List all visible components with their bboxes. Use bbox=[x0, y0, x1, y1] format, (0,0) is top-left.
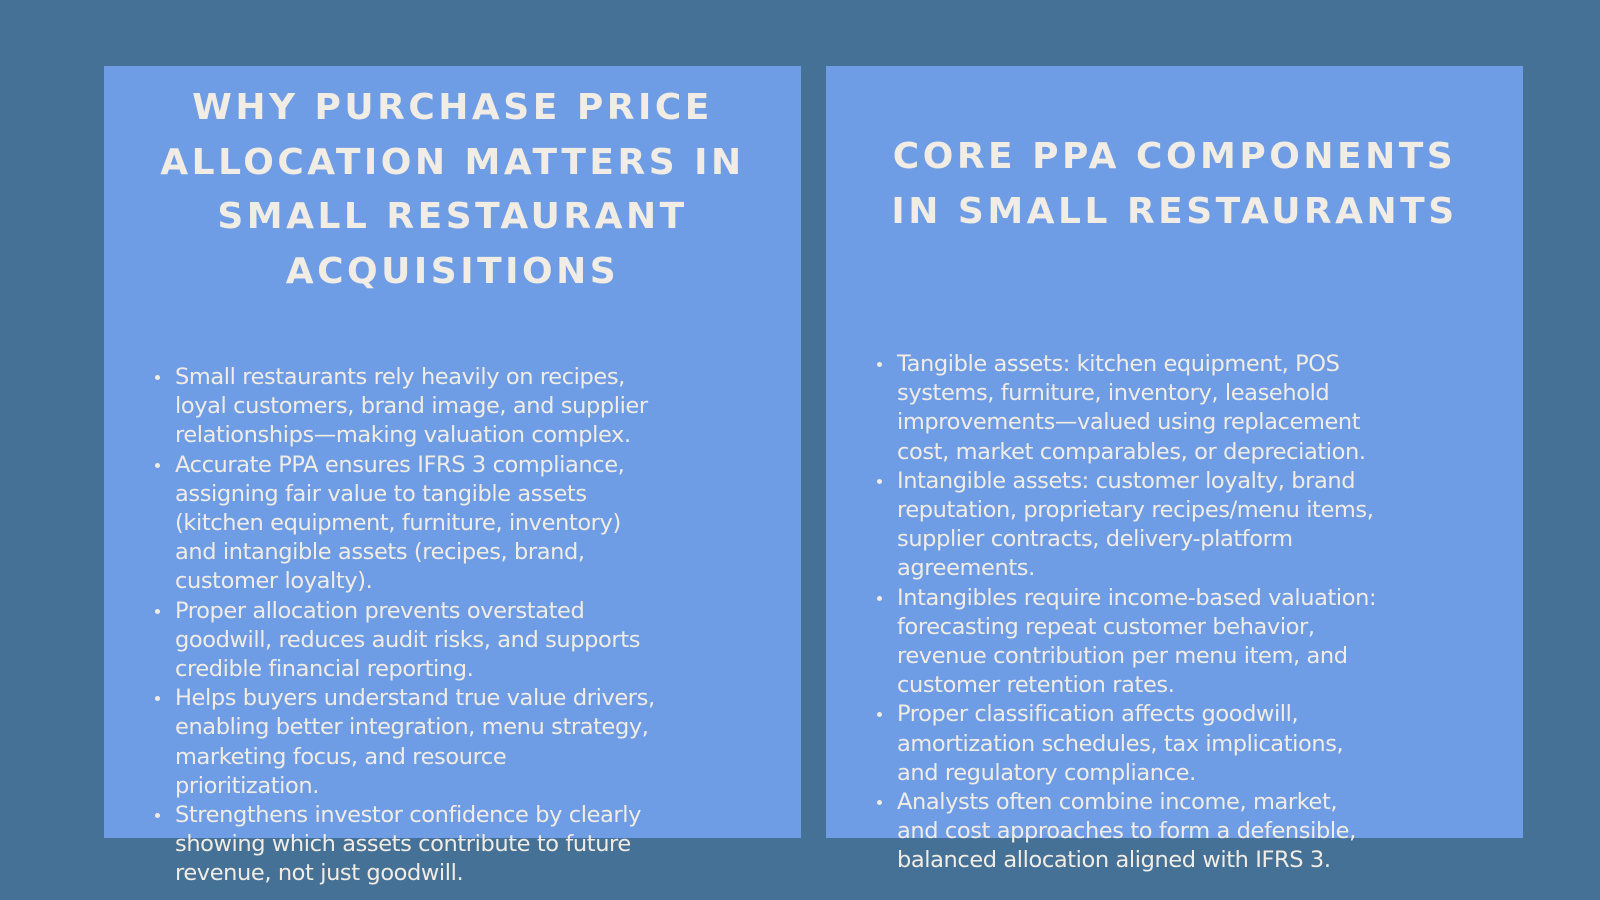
right-panel: CORE PPA COMPONENTS IN SMALL RESTAURANTS… bbox=[826, 66, 1523, 873]
bullet-line: Small restaurants rely heavily on recipe… bbox=[175, 364, 625, 390]
bullet-line: and cost approaches to form a defensible… bbox=[897, 818, 1356, 845]
left-panel-title: WHY PURCHASE PRICE ALLOCATION MATTERS IN… bbox=[114, 81, 791, 299]
bullet-dot-icon bbox=[877, 478, 882, 484]
bullet-dot-icon bbox=[877, 800, 882, 806]
bullet-dot-icon bbox=[877, 362, 882, 367]
bullet-line: balanced allocation aligned with IFRS 3. bbox=[897, 847, 1331, 874]
bullet-dot-icon bbox=[155, 813, 160, 819]
bullet-line: Intangible assets: customer loyalty, bra… bbox=[897, 467, 1356, 494]
bullet-line: systems, furniture, inventory, leasehold bbox=[897, 380, 1330, 407]
bullet-dot-icon bbox=[877, 712, 882, 718]
bullet-line: forecasting repeat customer behavior, bbox=[897, 613, 1315, 640]
bullet-line: Intangibles require income-based valuati… bbox=[897, 584, 1377, 611]
bullet-line: and regulatory compliance. bbox=[897, 759, 1196, 786]
title-line: SMALL RESTAURANT bbox=[217, 196, 688, 237]
bullet-line: Proper classification affects goodwill, bbox=[897, 701, 1299, 728]
bullet-line: reputation, proprietary recipes/menu ite… bbox=[897, 497, 1374, 524]
bullet-line: prioritization. bbox=[175, 772, 319, 799]
title-line: ALLOCATION MATTERS IN bbox=[160, 141, 745, 183]
bullet-line: Strengthens investor confidence by clear… bbox=[175, 802, 642, 829]
bullet-line: customer retention rates. bbox=[897, 672, 1175, 699]
bullet-line: Proper allocation prevents overstated bbox=[175, 597, 585, 624]
title-line: WHY PURCHASE PRICE bbox=[192, 87, 713, 128]
bullet-line: Helps buyers understand true value drive… bbox=[175, 685, 655, 712]
bullet-line: Analysts often combine income, market, bbox=[897, 789, 1338, 816]
bullet-line: loyal customers, brand image, and suppli… bbox=[175, 393, 648, 420]
right-panel-title: CORE PPA COMPONENTS IN SMALL RESTAURANTS bbox=[836, 130, 1513, 239]
bullet-item: Small restaurants rely heavily on recipe… bbox=[154, 363, 784, 451]
left-panel: WHY PURCHASE PRICE ALLOCATION MATTERS IN… bbox=[104, 66, 801, 886]
bullet-dot-icon bbox=[155, 696, 160, 702]
bullet-line: revenue contribution per menu item, and bbox=[897, 643, 1348, 670]
bullet-line: improvements—valued using replacement bbox=[897, 409, 1361, 436]
title-line: ACQUISITIONS bbox=[285, 250, 620, 292]
bullet-line: relationships—making valuation complex. bbox=[175, 422, 631, 449]
right-bullet-list: Tangible assets: kitchen equipment, POS … bbox=[876, 350, 1514, 876]
bullet-line: revenue, not just goodwill. bbox=[175, 860, 464, 887]
bullet-item: Tangible assets: kitchen equipment, POS … bbox=[876, 350, 1514, 467]
title-line: CORE PPA COMPONENTS bbox=[892, 136, 1457, 177]
bullet-line: agreements. bbox=[897, 555, 1035, 582]
bullet-dot-icon bbox=[155, 375, 160, 380]
bullet-line: marketing focus, and resource bbox=[175, 743, 507, 770]
bullet-line: credible financial reporting. bbox=[175, 656, 474, 683]
bullet-line: Accurate PPA ensures IFRS 3 compliance, bbox=[175, 451, 625, 478]
bullet-line: enabling better integration, menu strate… bbox=[175, 714, 649, 741]
bullet-line: and intangible assets (recipes, brand, bbox=[175, 539, 585, 566]
bullet-line: supplier contracts, delivery-platform bbox=[897, 526, 1293, 553]
bullet-dot-icon bbox=[877, 595, 882, 601]
bullet-line: customer loyalty). bbox=[175, 568, 373, 595]
bullet-item: Helps buyers understand true value drive… bbox=[154, 684, 784, 801]
title-line: IN SMALL RESTAURANTS bbox=[891, 190, 1458, 232]
bullet-dot-icon bbox=[155, 462, 160, 468]
bullet-line: showing which assets contribute to futur… bbox=[175, 831, 631, 858]
bullet-line: Tangible assets: kitchen equipment, POS bbox=[897, 351, 1340, 377]
bullet-item: Accurate PPA ensures IFRS 3 compliance, … bbox=[154, 451, 784, 597]
bullet-line: cost, market comparables, or depreciatio… bbox=[897, 438, 1366, 465]
bullet-dot-icon bbox=[155, 608, 160, 614]
bullet-item: Analysts often combine income, market, a… bbox=[876, 788, 1514, 876]
bullet-item: Proper classification affects goodwill, … bbox=[876, 700, 1514, 788]
bullet-line: goodwill, reduces audit risks, and suppo… bbox=[175, 626, 641, 653]
bullet-item: Strengthens investor confidence by clear… bbox=[154, 801, 784, 889]
bullet-item: Intangibles require income-based valuati… bbox=[876, 584, 1514, 701]
bullet-line: (kitchen equipment, furniture, inventory… bbox=[175, 510, 621, 537]
left-bullet-list: Small restaurants rely heavily on recipe… bbox=[154, 363, 784, 889]
bullet-item: Intangible assets: customer loyalty, bra… bbox=[876, 467, 1514, 584]
bullet-line: amortization schedules, tax implications… bbox=[897, 730, 1344, 757]
bullet-line: assigning fair value to tangible assets bbox=[175, 480, 587, 507]
bullet-item: Proper allocation prevents overstated go… bbox=[154, 597, 784, 685]
